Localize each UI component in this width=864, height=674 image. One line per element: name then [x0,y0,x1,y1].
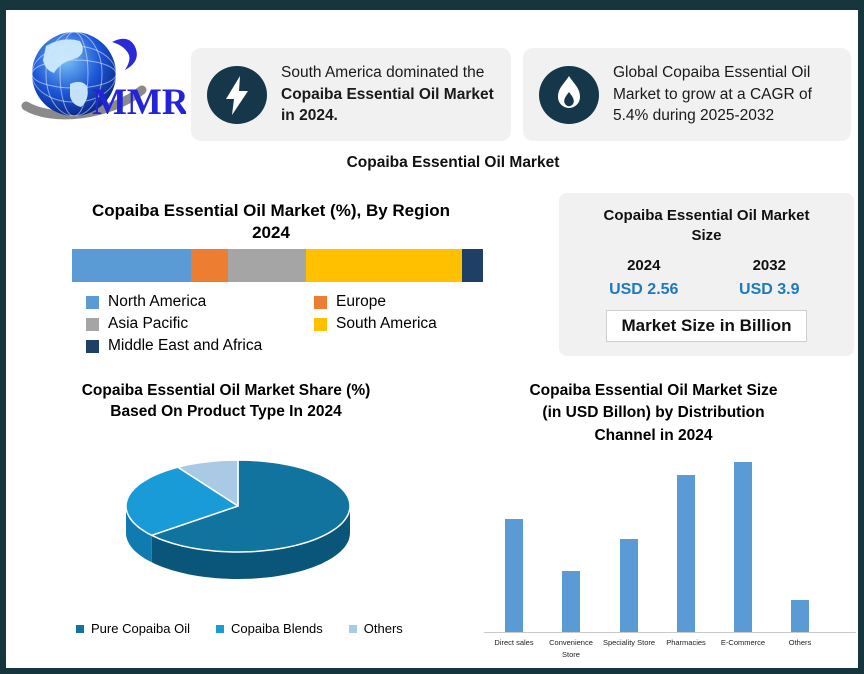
legend-label: Others [363,621,403,636]
legend-swatch [314,317,327,331]
legend-label: North America [108,293,207,310]
region-segment-north-america [72,249,192,282]
pie-slice-others [177,459,239,507]
year-2032-label: 2032 [752,256,786,274]
pie-legend-item-pure-copaiba-oil: Pure Copaiba Oil [76,621,190,636]
legend-swatch [86,317,99,331]
legend-swatch [216,624,224,633]
legend-label: Asia Pacific [108,315,189,332]
legend-item-asia-pacific: Asia Pacific [86,313,314,335]
market-size-unit-note: Market Size in Billion [606,309,807,342]
pie-side-pure-copaiba-oil [151,506,350,579]
region-segment-middle-east-and-africa [462,249,483,282]
bar-label-others: Others [788,638,812,647]
market-size-panel: Copaiba Essential Oil Market Size 2024 2… [559,193,854,356]
page-title: Copaiba Essential Oil Market [346,154,560,171]
flame-icon [539,65,599,124]
bar-direct-sales [505,519,523,632]
legend-label: Middle East and Africa [108,337,263,354]
legend-item-middle-east-and-africa: Middle East and Africa [86,335,314,357]
bar-label-e-commerce: E-Commerce [720,638,766,647]
product-type-pie-chart [125,459,351,579]
bar-label-pharmacies: Pharmacies [666,638,706,647]
legend-swatch [348,624,357,633]
pie-chart-title: Copaiba Essential Oil Market Share (%) B… [81,382,371,421]
callout-cagr: Global Copaiba Essential Oil Market to g… [523,48,851,141]
legend-swatch [86,339,99,353]
legend-swatch [314,295,327,309]
region-segment-europe [191,249,229,282]
bar-pharmacies [677,475,695,632]
bar-speciality-store [620,539,638,632]
legend-label: South America [336,315,437,332]
legend-swatch [76,624,84,633]
bar-label-convenience-store: Convenience Store [549,638,593,659]
legend-label: Pure Copaiba Oil [91,621,190,636]
legend-label: Copaiba Blends [231,621,323,636]
mmr-logo: MMR [21,32,186,123]
region-legend: North America Europe Asia Pacific South Ame… [86,291,486,357]
bar-label-direct-sales: Direct sales [494,638,534,647]
panel-title: Copaiba Essential Oil Market Size [603,207,810,245]
logo-text: MMR [92,82,186,123]
distribution-bar-chart [484,455,856,633]
pie-legend-item-copaiba-blends: Copaiba Blends [216,621,323,636]
pie-legend: Pure Copaiba Oil Copaiba Blends Others [76,621,456,636]
legend-item-south-america: South America [314,313,486,335]
pie-slice-copaiba-blends [125,466,239,537]
bar-convenience-store [562,571,580,632]
legend-item-europe: Europe [314,291,486,313]
lightning-icon [207,65,267,124]
callout-south-america: South America dominated the Copaiba Esse… [191,48,511,141]
callout-text: South America dominated the Copaiba Esse… [281,64,494,125]
year-2024-label: 2024 [627,256,661,274]
callout-text: Global Copaiba Essential Oil Market to g… [613,64,812,125]
legend-label: Europe [336,293,386,310]
bar-chart-title: Copaiba Essential Oil Market Size (in US… [529,382,778,444]
region-stacked-bar [72,249,483,282]
pie-side-copaiba-blends [126,506,152,563]
logo-comma-swoosh [112,38,137,70]
region-chart-title: Copaiba Essential Oil Market (%), By Reg… [91,201,451,243]
market-size-2032-value: USD 3.9 [739,280,800,298]
legend-swatch [86,295,99,309]
bar-chart-x-labels: Direct sales Convenience Store Speciality … [484,637,856,668]
bar-others [791,600,809,632]
legend-item-north-america: North America [86,291,314,313]
region-segment-asia-pacific [228,249,307,282]
region-segment-south-america [306,249,463,282]
bar-e-commerce [734,462,752,632]
pie-slice-pure-copaiba-oil [150,459,351,553]
market-size-2024-value: USD 2.56 [609,280,679,298]
pie-legend-item-others: Others [348,621,403,636]
bar-label-speciality-store: Speciality Store [602,638,656,647]
